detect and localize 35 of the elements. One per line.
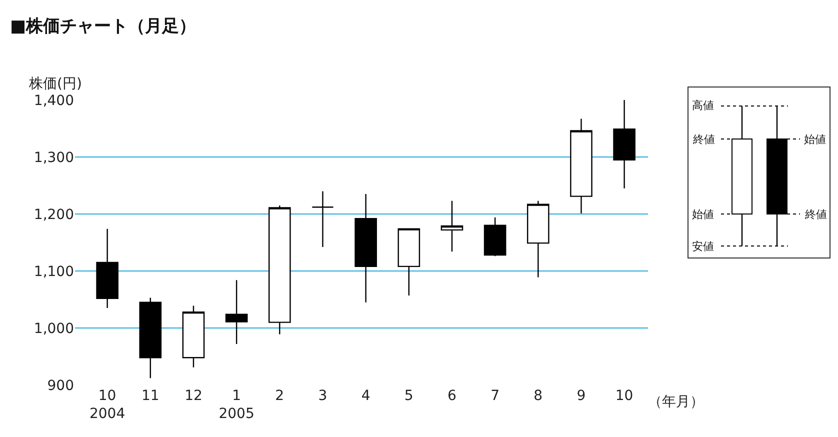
chart-title: ■株価チャート（月足） (10, 16, 196, 37)
candlestick (96, 228, 118, 309)
y-tick-label: 900 (47, 378, 74, 394)
x-tick-label: 6 (448, 388, 457, 404)
x-tick-label: 10 (615, 388, 634, 404)
x-tick-label: 11 (141, 388, 160, 404)
x-tick-label: 10 2004 (89, 388, 126, 422)
x-tick-label: 8 (534, 388, 543, 404)
candlestick (484, 216, 506, 257)
x-tick-label: 4 (361, 388, 370, 404)
x-tick-label: 9 (576, 388, 586, 404)
x-tick-label: 5 (404, 388, 414, 404)
x-tick-label: 3 (318, 388, 328, 404)
x-axis-title: （年月） (648, 394, 704, 410)
candlestick (613, 100, 636, 189)
y-tick-label: 1,100 (34, 264, 74, 280)
x-tick-label: 1 2005 (218, 388, 254, 422)
x-tick-label: 7 (490, 388, 500, 404)
x-tick-label: 12 (184, 388, 202, 404)
y-tick-label: 1,200 (34, 206, 74, 223)
candlestick (398, 228, 420, 296)
candlestick (526, 200, 550, 278)
y-tick-label: 1,300 (34, 150, 74, 166)
y-tick-label: 1,400 (34, 92, 74, 109)
candlestick (312, 190, 334, 248)
y-axis-title: 株価(円) (28, 76, 82, 92)
candlestick (570, 118, 592, 214)
x-tick-label: 2 (275, 388, 284, 404)
candlestick (268, 204, 291, 335)
candlestick (139, 297, 162, 379)
candlestick (225, 280, 248, 345)
y-tick-label: 1,000 (34, 320, 74, 337)
candlestick (440, 200, 464, 252)
candlestick (182, 305, 205, 368)
candlestick (354, 193, 377, 303)
